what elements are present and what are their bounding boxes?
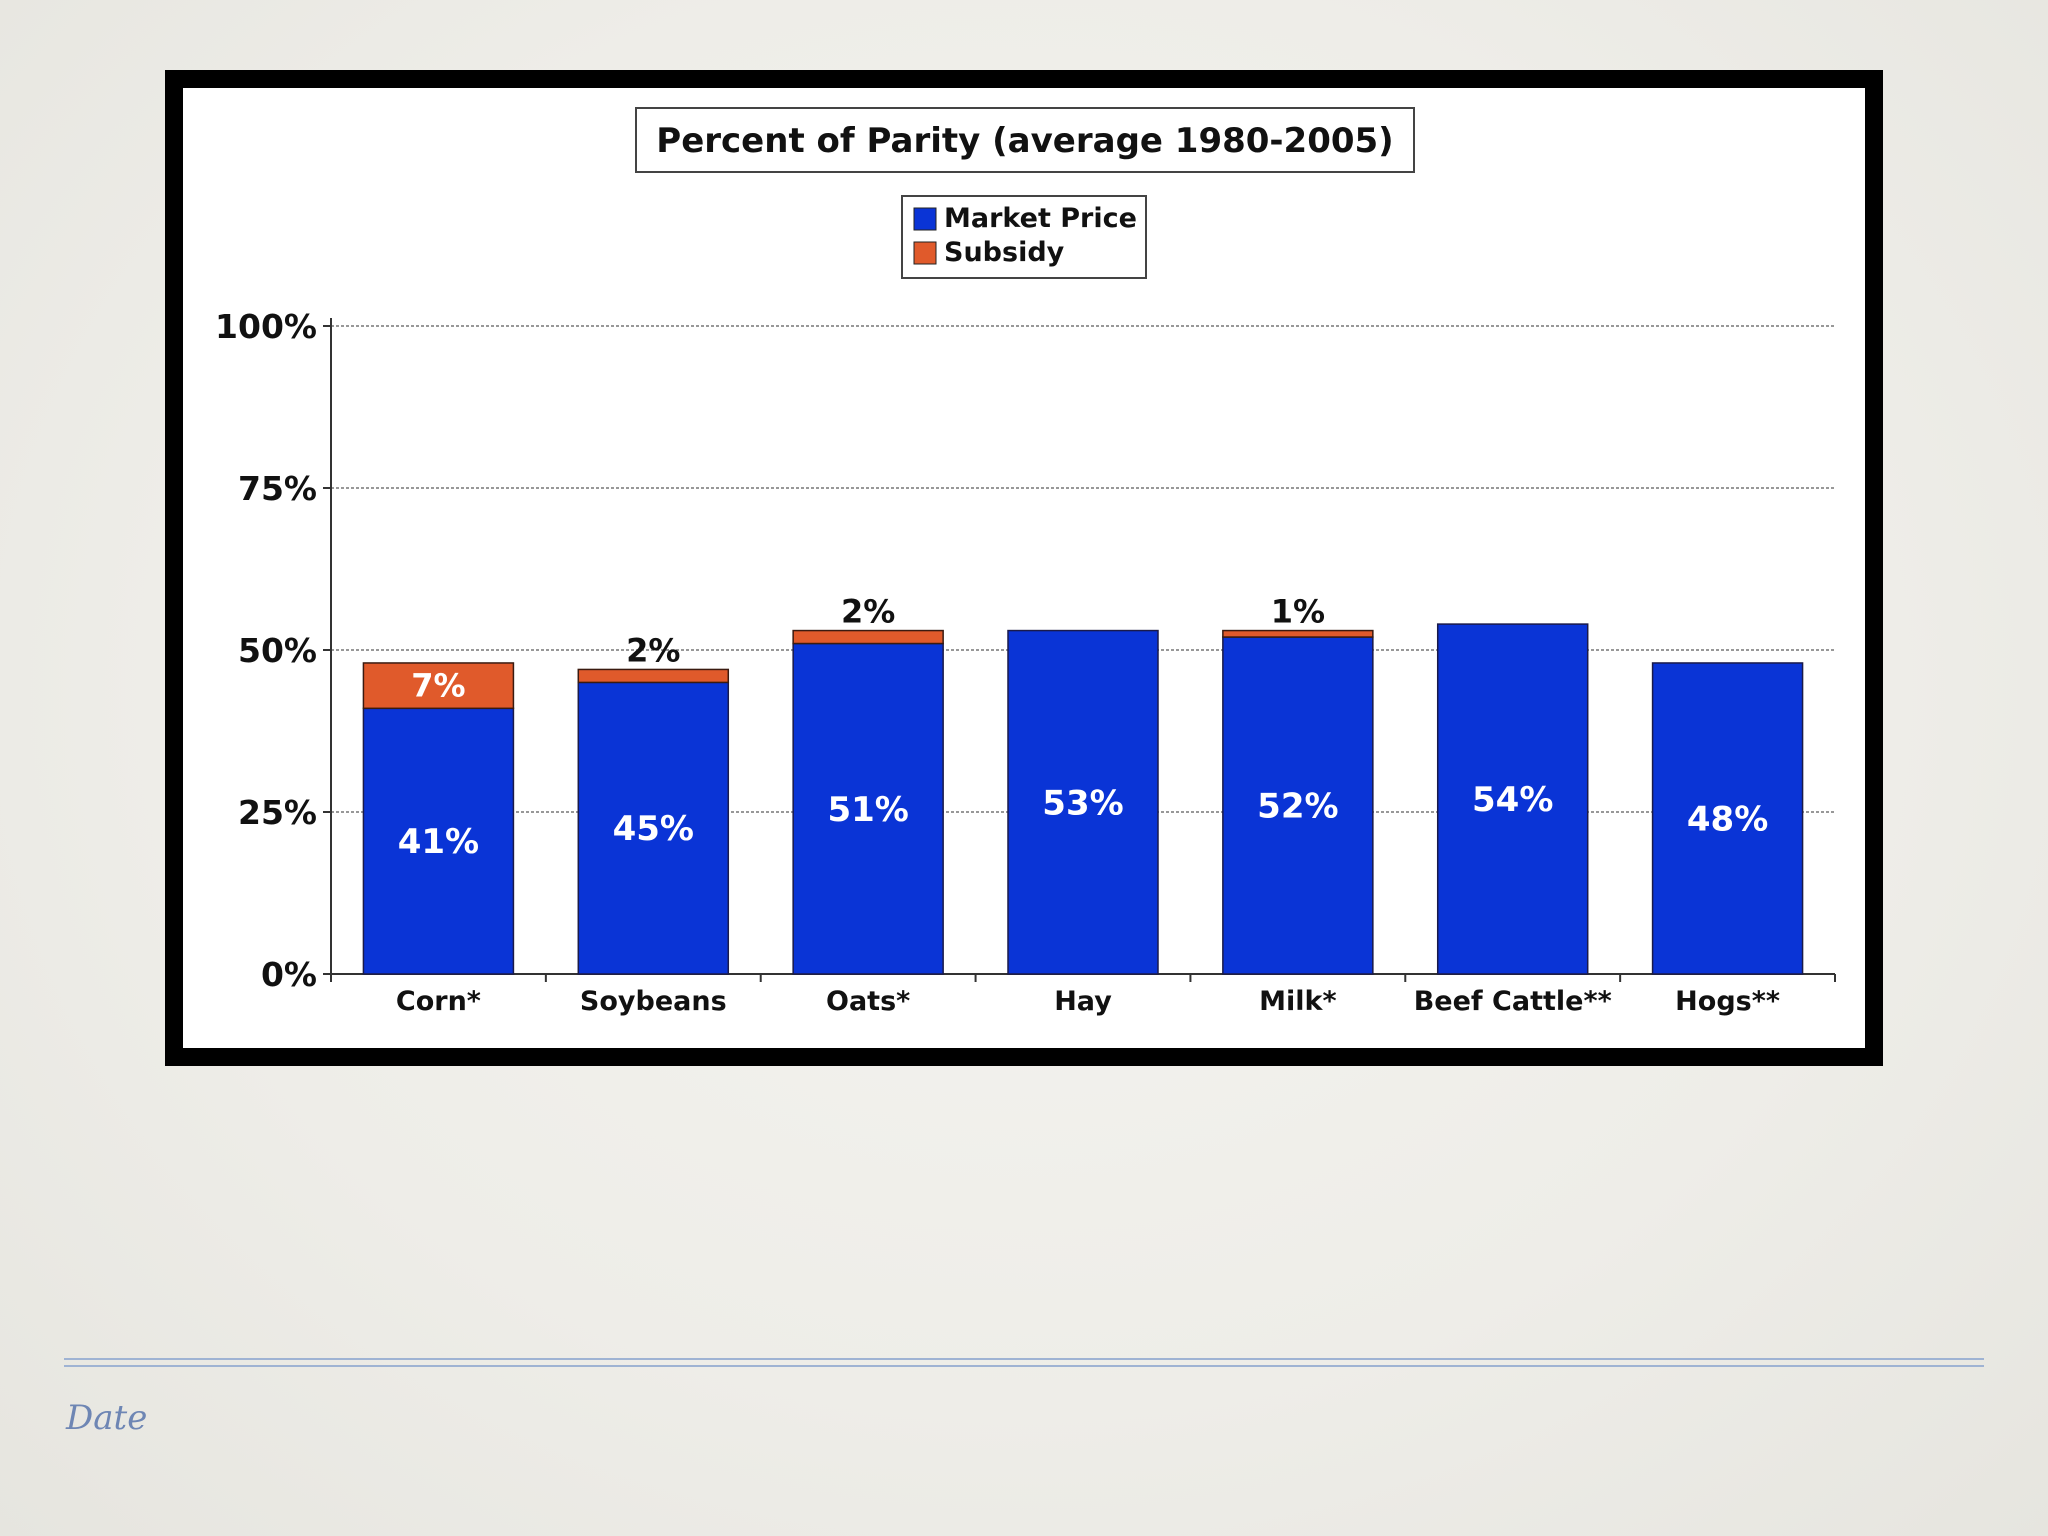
footer-date: Date bbox=[66, 1398, 148, 1438]
bar-market-price bbox=[1651, 662, 1804, 975]
x-category-label: Soybeans bbox=[580, 986, 727, 1017]
data-label-subsidy: 1% bbox=[1271, 593, 1325, 631]
chart-title: Percent of Parity (average 1980-2005) bbox=[656, 121, 1393, 161]
y-tick-label: 50% bbox=[238, 631, 317, 670]
x-category-label: Hay bbox=[1054, 986, 1112, 1017]
legend-label-subsidy: Subsidy bbox=[944, 237, 1065, 268]
footer-divider bbox=[64, 1358, 1984, 1360]
x-category-label: Milk* bbox=[1259, 986, 1336, 1017]
bar-market-price bbox=[362, 707, 515, 975]
bar-subsidy bbox=[362, 662, 515, 710]
y-tick-label: 100% bbox=[215, 307, 317, 346]
y-tick-label: 0% bbox=[261, 955, 317, 994]
data-label-market-price: 41% bbox=[398, 822, 479, 862]
data-label-subsidy: 7% bbox=[411, 667, 465, 705]
bar-subsidy bbox=[1222, 629, 1374, 638]
data-label-market-price: 45% bbox=[613, 809, 694, 849]
bar-market-price bbox=[792, 642, 944, 975]
x-category-label: Corn* bbox=[396, 986, 481, 1017]
x-category-label: Beef Cattle** bbox=[1414, 986, 1612, 1017]
y-tick-label: 25% bbox=[238, 793, 317, 832]
bar-market-price bbox=[1222, 636, 1374, 975]
bar-market-price bbox=[577, 681, 730, 975]
parity-bar-chart: Percent of Parity (average 1980-2005) Mar… bbox=[215, 107, 1836, 1017]
legend-swatch-market-price bbox=[913, 207, 937, 231]
legend-swatch-subsidy bbox=[913, 241, 937, 265]
data-label-market-price: 53% bbox=[1042, 783, 1123, 823]
bar-subsidy bbox=[577, 668, 730, 684]
footer-divider-secondary bbox=[64, 1365, 1984, 1367]
data-label-market-price: 51% bbox=[827, 790, 908, 830]
data-label-market-price: 52% bbox=[1257, 787, 1338, 827]
chart-title-box bbox=[635, 107, 1415, 173]
bar-market-price bbox=[1007, 629, 1159, 975]
chart-frame: Percent of Parity (average 1980-2005) Mar… bbox=[165, 70, 1883, 1066]
x-category-label: Hogs** bbox=[1675, 986, 1780, 1017]
chart-area: Percent of Parity (average 1980-2005) Mar… bbox=[183, 88, 1865, 1048]
data-label-subsidy: 2% bbox=[626, 631, 680, 669]
bar-subsidy bbox=[792, 629, 944, 645]
data-label-market-price: 54% bbox=[1472, 780, 1553, 820]
legend-box bbox=[901, 195, 1147, 279]
data-label-market-price: 48% bbox=[1687, 799, 1768, 839]
data-label-subsidy: 2% bbox=[841, 593, 895, 631]
bar-market-price bbox=[1436, 623, 1589, 975]
legend-label-market-price: Market Price bbox=[944, 203, 1137, 234]
x-category-label: Oats* bbox=[826, 986, 910, 1017]
y-tick-label: 75% bbox=[238, 469, 317, 508]
